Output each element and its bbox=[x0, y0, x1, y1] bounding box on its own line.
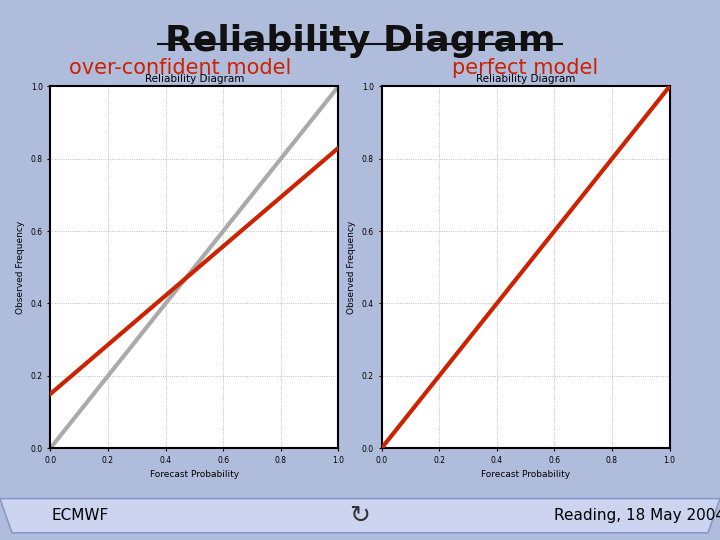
Y-axis label: Observed Frequency: Observed Frequency bbox=[16, 221, 25, 314]
Polygon shape bbox=[0, 498, 720, 533]
Text: over-confident model: over-confident model bbox=[69, 57, 291, 78]
Text: ECMWF: ECMWF bbox=[51, 508, 109, 523]
Text: Reliability Diagram: Reliability Diagram bbox=[165, 24, 555, 58]
Text: Reading, 18 May 2004: Reading, 18 May 2004 bbox=[554, 508, 720, 523]
Text: ↻: ↻ bbox=[349, 504, 371, 528]
X-axis label: Forecast Probability: Forecast Probability bbox=[481, 470, 570, 480]
Title: Reliability Diagram: Reliability Diagram bbox=[476, 74, 575, 84]
X-axis label: Forecast Probability: Forecast Probability bbox=[150, 470, 239, 480]
Title: Reliability Diagram: Reliability Diagram bbox=[145, 74, 244, 84]
Text: perfect model: perfect model bbox=[452, 57, 599, 78]
Y-axis label: Observed Frequency: Observed Frequency bbox=[347, 221, 356, 314]
